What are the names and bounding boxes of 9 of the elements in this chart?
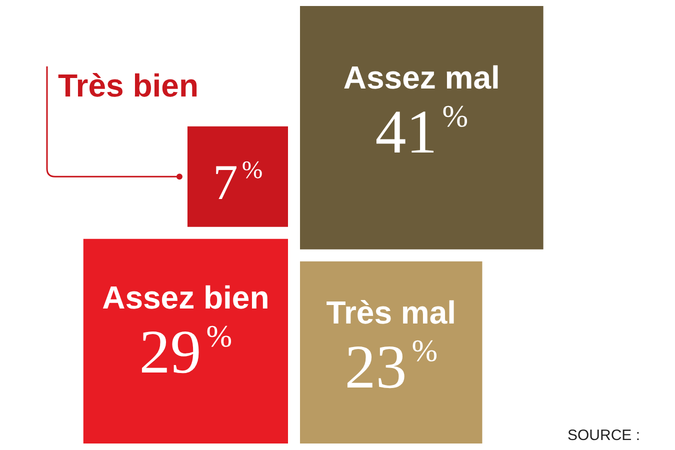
category-label: Très mal <box>326 294 456 330</box>
category-label: Très bien <box>58 67 198 104</box>
category-label: Assez mal <box>343 60 500 96</box>
data-label: 7% <box>212 154 263 210</box>
data-label: 29% <box>139 318 232 386</box>
data-label: 41% <box>375 98 468 167</box>
category-label: Assez bien <box>102 280 270 316</box>
source-note: SOURCE : <box>567 427 640 444</box>
data-label: 23% <box>344 333 438 402</box>
